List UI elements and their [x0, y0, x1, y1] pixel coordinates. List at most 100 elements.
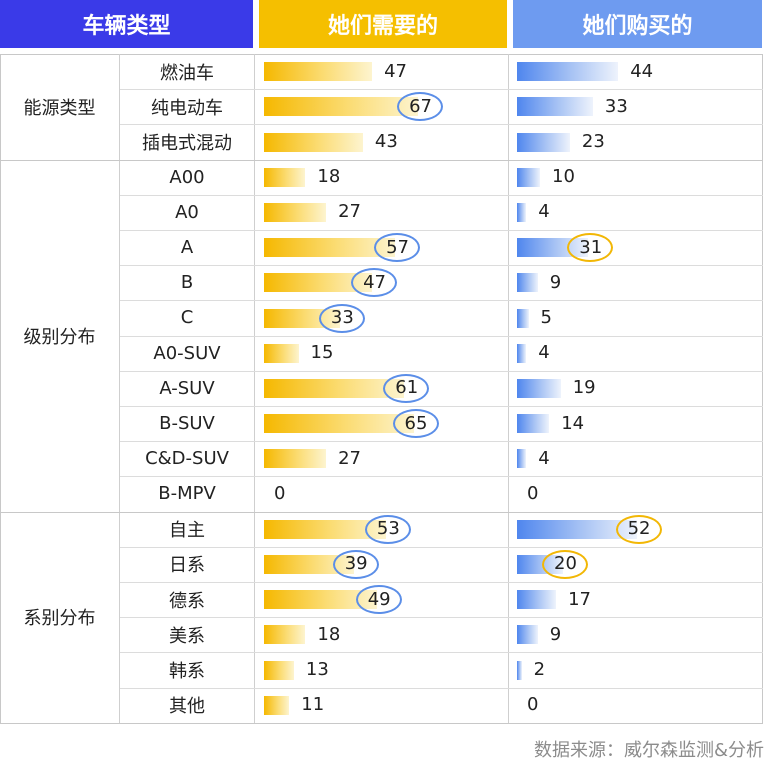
needed-bar: [264, 414, 414, 434]
purchased-bar: [517, 343, 527, 363]
row-label: A0-SUV: [153, 342, 221, 364]
row-divider: [120, 194, 763, 196]
row-divider: [120, 406, 763, 407]
needed-bar: [264, 590, 377, 610]
needed-bar: [264, 695, 290, 715]
purchased-value: 9: [549, 271, 562, 293]
needed-value: 47: [384, 60, 407, 82]
data-source-note: 数据来源：威尔森监测&分析: [533, 740, 764, 761]
row-divider: [120, 300, 763, 302]
purchased-value: 9: [549, 623, 562, 645]
column-divider: [254, 54, 255, 723]
needed-highlight-oval: [355, 585, 402, 615]
needed-bar: [264, 554, 354, 574]
needed-bar: [264, 378, 405, 398]
needed-highlight-oval: [318, 303, 365, 333]
purchased-value: 5: [540, 307, 552, 328]
row-label: A00: [169, 166, 205, 188]
purchased-value: 44: [630, 60, 654, 82]
needed-bar: [264, 343, 299, 363]
header-vehicle-type: 车辆类型: [0, 0, 253, 48]
purchased-value: 4: [538, 447, 550, 469]
needed-bar: [264, 238, 396, 258]
purchased-bar: [517, 132, 570, 152]
purchased-bar: [517, 449, 527, 469]
needed-bar: [264, 273, 373, 293]
needed-bar: [264, 625, 306, 645]
needed-value: 11: [301, 694, 325, 716]
row-divider: [120, 265, 763, 267]
needed-highlight-oval: [374, 233, 421, 263]
needed-bar: [264, 519, 386, 539]
purchased-bar: [517, 97, 593, 117]
row-label: 美系: [169, 625, 205, 647]
needed-bar: [264, 660, 294, 680]
purchased-bar: [517, 202, 527, 222]
header-needed: 她们需要的: [259, 0, 507, 48]
purchased-bar: [517, 660, 522, 680]
column-divider: [119, 54, 120, 723]
purchased-bar: [517, 414, 550, 434]
needed-bar: [264, 132, 363, 152]
row-label: 日系: [169, 555, 205, 577]
needed-value: 0: [274, 483, 286, 504]
row-divider: [120, 335, 763, 337]
row-label: 纯电动车: [151, 97, 223, 119]
needed-highlight-oval: [383, 373, 430, 403]
purchased-bar: [517, 590, 557, 610]
row-label: A: [180, 237, 194, 259]
purchased-value: 4: [538, 342, 550, 364]
row-label: 其他: [169, 696, 205, 718]
row-label: C&D-SUV: [145, 448, 229, 470]
group-label: 级别分布: [23, 326, 96, 348]
row-divider: [120, 89, 763, 91]
needed-value: 43: [374, 131, 398, 152]
purchased-value: 23: [581, 131, 605, 152]
column-divider: [508, 54, 509, 723]
row-label: C: [180, 307, 194, 329]
purchased-highlight-oval: [567, 233, 614, 263]
needed-highlight-oval: [351, 268, 398, 298]
purchased-bar: [517, 62, 619, 82]
needed-bar: [264, 167, 306, 187]
needed-bar: [264, 62, 373, 82]
purchased-bar: [517, 625, 538, 645]
needed-value: 27: [338, 201, 361, 223]
needed-value: 15: [310, 342, 334, 364]
row-divider: [120, 652, 763, 654]
purchased-bar: [517, 273, 538, 293]
table-border: [0, 54, 763, 724]
purchased-value: 33: [604, 95, 628, 117]
row-divider: [120, 124, 763, 126]
row-divider: [120, 476, 763, 478]
purchased-value: 10: [552, 166, 575, 188]
purchased-highlight-oval: [542, 549, 588, 579]
needed-highlight-oval: [392, 409, 439, 439]
row-divider: [120, 546, 763, 548]
row-label: 德系: [169, 590, 205, 612]
purchased-bar: [517, 308, 529, 328]
purchased-value: 0: [527, 694, 539, 716]
row-label: B: [180, 272, 194, 294]
needed-value: 27: [338, 447, 361, 469]
row-divider: [120, 582, 763, 583]
purchased-value: 14: [561, 412, 585, 434]
row-divider: [120, 617, 763, 619]
purchased-value: 19: [572, 377, 596, 399]
row-label: 自主: [169, 520, 205, 542]
row-label: B-MPV: [158, 483, 216, 505]
group-divider: [0, 159, 763, 161]
purchased-value: 4: [538, 201, 550, 223]
group-label: 能源类型: [23, 97, 96, 119]
needed-value: 13: [305, 659, 329, 680]
needed-bar: [264, 202, 327, 222]
purchased-value: 2: [533, 659, 546, 680]
row-label: 韩系: [169, 660, 205, 682]
needed-bar: [264, 97, 419, 117]
purchased-highlight-oval: [615, 514, 662, 544]
row-label: B-SUV: [159, 413, 215, 435]
purchased-bar: [517, 519, 637, 539]
row-label: A-SUV: [159, 377, 215, 399]
group-divider: [0, 511, 763, 513]
